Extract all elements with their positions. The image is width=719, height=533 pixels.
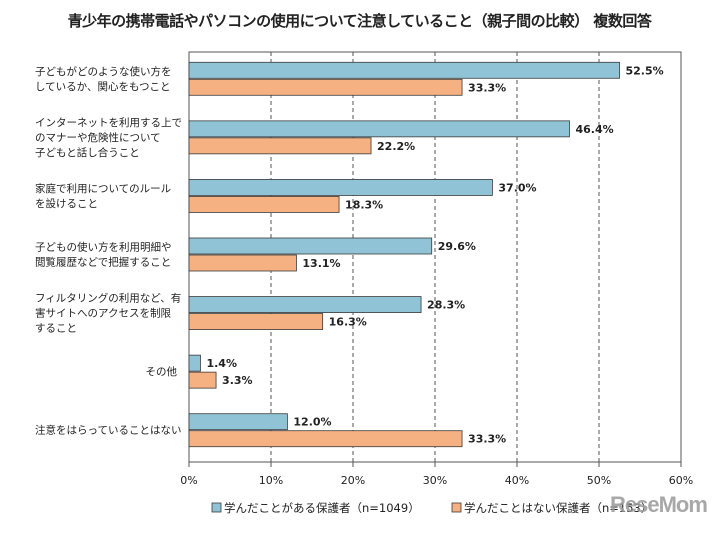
category-label: すること bbox=[35, 323, 77, 335]
category-label: のマナーや危険性について bbox=[35, 131, 161, 144]
bar-not-learned bbox=[188, 78, 463, 96]
data-label: 3.3% bbox=[222, 374, 253, 387]
category-label: 子どもと話し合うこと bbox=[35, 146, 140, 159]
data-label: 13.1% bbox=[302, 257, 340, 270]
data-label: 16.3% bbox=[329, 316, 367, 329]
x-tick-label: 10% bbox=[259, 474, 283, 487]
x-tick-label: 40% bbox=[505, 474, 529, 487]
category-label: 子どもがどのような使い方を bbox=[35, 65, 172, 78]
category-label: 閲覧履歴などで把握すること bbox=[35, 256, 171, 269]
bar-not-learned bbox=[188, 196, 340, 213]
category-label: インターネットを利用する上で bbox=[35, 117, 182, 129]
category-label: フィルタリングの利用など、有 bbox=[35, 292, 181, 305]
legend-swatch bbox=[211, 502, 222, 513]
bar-not-learned bbox=[188, 313, 324, 330]
chart-title: 青少年の携帯電話やパソコンの使用について注意していること（親子間の比較） 複数回… bbox=[67, 12, 652, 30]
bar-learned bbox=[188, 354, 201, 372]
bar-learned bbox=[188, 120, 570, 138]
category-label: 子どもの使い方を利用明細や bbox=[35, 241, 172, 254]
data-label: 33.3% bbox=[468, 81, 506, 94]
legend-label: 学んだことがある保護者（n=1049） bbox=[224, 501, 420, 515]
data-label: 1.4% bbox=[206, 357, 237, 370]
data-label: 46.4% bbox=[575, 123, 613, 136]
data-label: 18.3% bbox=[345, 198, 383, 211]
bar-learned bbox=[188, 179, 493, 196]
data-label: 29.6% bbox=[438, 240, 476, 253]
bar-not-learned bbox=[188, 371, 217, 389]
bar-not-learned bbox=[188, 137, 372, 155]
data-label: 37.0% bbox=[498, 181, 536, 194]
x-tick-label: 20% bbox=[341, 474, 365, 487]
x-tick-label: 30% bbox=[423, 474, 447, 487]
x-tick-label: 50% bbox=[587, 474, 611, 487]
bar-learned bbox=[188, 413, 288, 431]
data-label: 12.0% bbox=[293, 416, 331, 429]
category-label: しているか、関心をもつこと bbox=[35, 81, 171, 93]
data-label: 33.3% bbox=[468, 433, 506, 446]
bar-learned bbox=[188, 237, 433, 255]
data-label: 52.5% bbox=[626, 64, 664, 77]
data-label: 22.2% bbox=[377, 140, 415, 153]
category-label: 家庭で利用についてのルール bbox=[35, 182, 171, 195]
bar-not-learned bbox=[188, 430, 463, 448]
bar-not-learned bbox=[188, 254, 297, 272]
resemom-watermark-logo: ReseMom bbox=[610, 492, 708, 517]
category-label: その他 bbox=[146, 365, 178, 378]
bar-learned bbox=[188, 61, 620, 79]
x-tick-label: 0% bbox=[180, 474, 197, 487]
bar-learned bbox=[188, 296, 422, 313]
x-tick-label: 60% bbox=[669, 474, 693, 487]
legend-swatch bbox=[451, 502, 462, 513]
legend-label: 学んだことはない保護者（n=153） bbox=[464, 501, 652, 515]
category-label: 注意をはらっていることはない bbox=[35, 424, 181, 437]
data-label: 28.3% bbox=[427, 299, 465, 312]
category-label: を設けること bbox=[35, 197, 98, 210]
category-label: 害サイトへのアクセスを制限 bbox=[35, 307, 171, 320]
